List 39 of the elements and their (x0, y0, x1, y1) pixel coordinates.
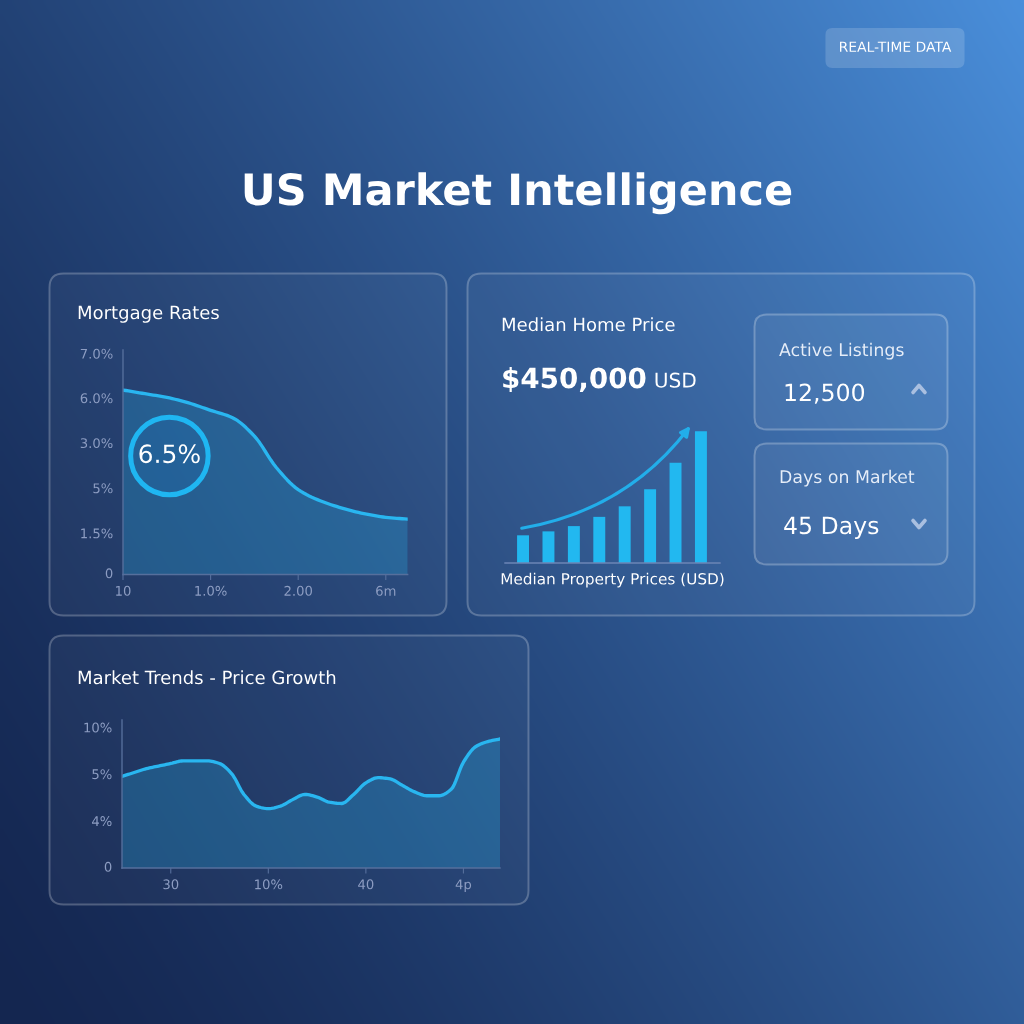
bar (542, 531, 555, 563)
bar (694, 431, 707, 563)
text: Active Listings (779, 342, 904, 360)
text: US Market Intelligence (244, 172, 792, 215)
text: USD (655, 372, 696, 388)
x-tick-label: 30 (163, 879, 179, 890)
text: 1.5% (81, 528, 113, 539)
x-tick-label: 4p (455, 879, 472, 892)
text: 12,500 (785, 383, 865, 404)
x-axis-title: Median Property Prices (USD) (501, 572, 724, 588)
x-tick-label: 10% (255, 879, 283, 890)
x-tick-label: 6m (376, 585, 396, 596)
annotation: 6.5% (139, 444, 200, 464)
text: REAL-TIME DATA (840, 41, 952, 52)
text: 5% (93, 483, 113, 494)
chart-title: Mortgage Rates (78, 305, 219, 323)
bar (669, 462, 682, 563)
text: 45 Days (784, 516, 879, 539)
text: 0 (104, 861, 112, 872)
text: 7.0% (80, 348, 113, 359)
bar (618, 506, 631, 563)
text: 4% (91, 816, 112, 827)
text: Days on Market (780, 469, 915, 487)
x-tick-label: 2.00 (284, 585, 313, 596)
text: 5% (92, 769, 112, 780)
text: 0 (105, 568, 113, 579)
chart-title: Median Home Price (502, 317, 675, 332)
chart-title: Market Trends - Price Growth (78, 670, 336, 685)
chart-subtitle: $450,000 (503, 366, 646, 393)
bar (517, 535, 530, 563)
bar (593, 516, 606, 563)
text: 6.0% (80, 393, 113, 404)
bar (644, 489, 657, 563)
x-tick-label: 10 (116, 585, 131, 596)
text: 10% (84, 722, 112, 733)
bar (567, 526, 580, 563)
text: 3.0% (80, 438, 113, 449)
x-tick-label: 1.0% (195, 585, 227, 596)
x-tick-label: 40 (358, 879, 374, 890)
